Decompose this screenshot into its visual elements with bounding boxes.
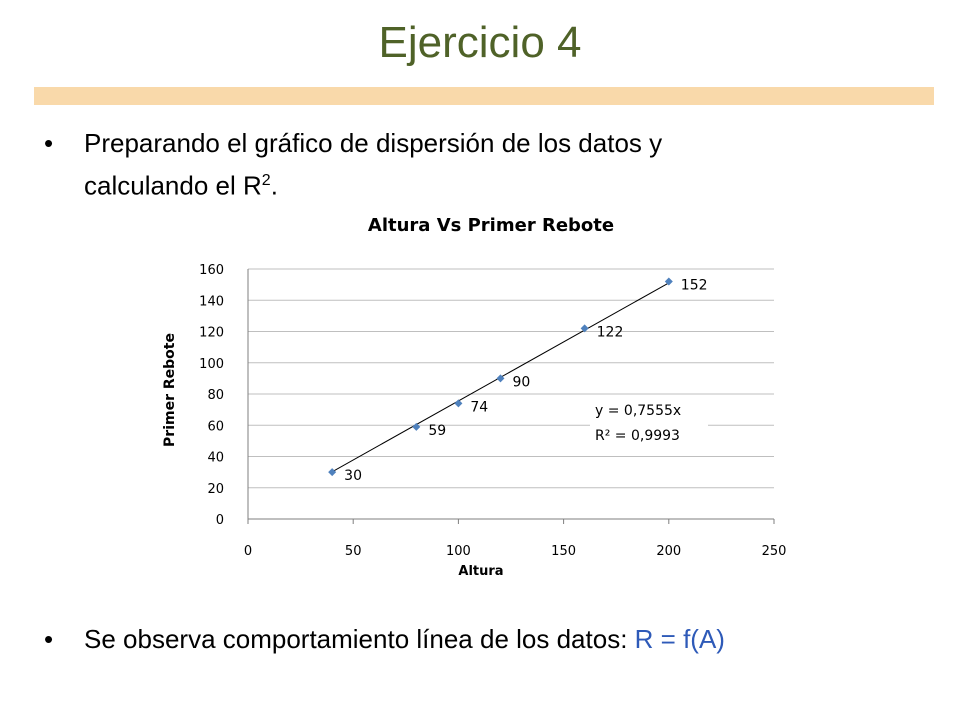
data-label: 122 — [597, 324, 624, 340]
bullet-2-text: Se observa comportamiento línea de los d… — [84, 624, 635, 654]
y-tick-label: 20 — [207, 482, 224, 497]
trendline-equation: y = 0,7555x — [595, 403, 681, 419]
scatter-chart: Altura Vs Primer Rebote 0 20 40 60 80 100 120 14… — [150, 205, 810, 595]
chart-svg: Altura Vs Primer Rebote 0 20 40 60 80 100 120 14… — [162, 215, 787, 579]
title-underline-bar — [34, 87, 934, 105]
bullet-dot: • — [44, 128, 54, 158]
bullet-1-period: . — [270, 170, 278, 201]
x-tick-label: 100 — [446, 544, 471, 559]
data-label: 59 — [428, 423, 446, 439]
bullet-1-line-1: Preparando el gráfico de dispersión de l… — [84, 128, 663, 158]
bullet-1-line-2: calculando el R2. — [84, 162, 278, 205]
y-tick-label: 100 — [199, 357, 224, 372]
formula-text: R = f(A) — [634, 624, 725, 654]
y-tick-label: 0 — [216, 513, 224, 528]
superscript-2: 2 — [261, 172, 271, 189]
data-point — [496, 374, 505, 383]
bullet-2-line: Se observa comportamiento línea de los d… — [84, 620, 725, 658]
data-point — [412, 422, 421, 431]
bullet-1-line-2-text: calculando el R — [84, 170, 262, 201]
y-axis-label: Primer Rebote — [162, 333, 178, 447]
y-tick-label: 120 — [199, 326, 224, 341]
y-tick-label: 140 — [199, 294, 224, 309]
bullet-1: • Preparando el gráfico de dispersión de… — [44, 124, 924, 204]
y-tick-label: 80 — [207, 388, 224, 403]
x-tick-label: 0 — [244, 544, 252, 559]
x-tick-label: 50 — [345, 544, 362, 559]
data-label: 90 — [512, 374, 530, 390]
y-tick-label: 60 — [207, 419, 224, 434]
data-label: 152 — [681, 278, 708, 294]
x-tick-label: 200 — [656, 544, 681, 559]
equation-box — [590, 395, 708, 449]
y-tick-label: 40 — [207, 451, 224, 466]
data-label: 74 — [470, 399, 488, 415]
bullet-2: • Se observa comportamiento línea de los… — [44, 620, 924, 660]
r-squared-label: R² = 0,9993 — [595, 428, 680, 444]
x-tick-label: 150 — [551, 544, 576, 559]
slide-title: Ejercicio 4 — [378, 18, 582, 67]
y-tick-label: 160 — [199, 263, 224, 278]
data-label: 30 — [344, 468, 362, 484]
bullet-dot: • — [44, 624, 54, 654]
chart-title: Altura Vs Primer Rebote — [368, 215, 614, 236]
x-axis-label: Altura — [458, 564, 503, 579]
data-point — [664, 277, 673, 286]
data-point — [454, 399, 463, 408]
x-tick-label: 250 — [762, 544, 787, 559]
data-point — [580, 324, 589, 333]
data-point — [328, 468, 337, 477]
